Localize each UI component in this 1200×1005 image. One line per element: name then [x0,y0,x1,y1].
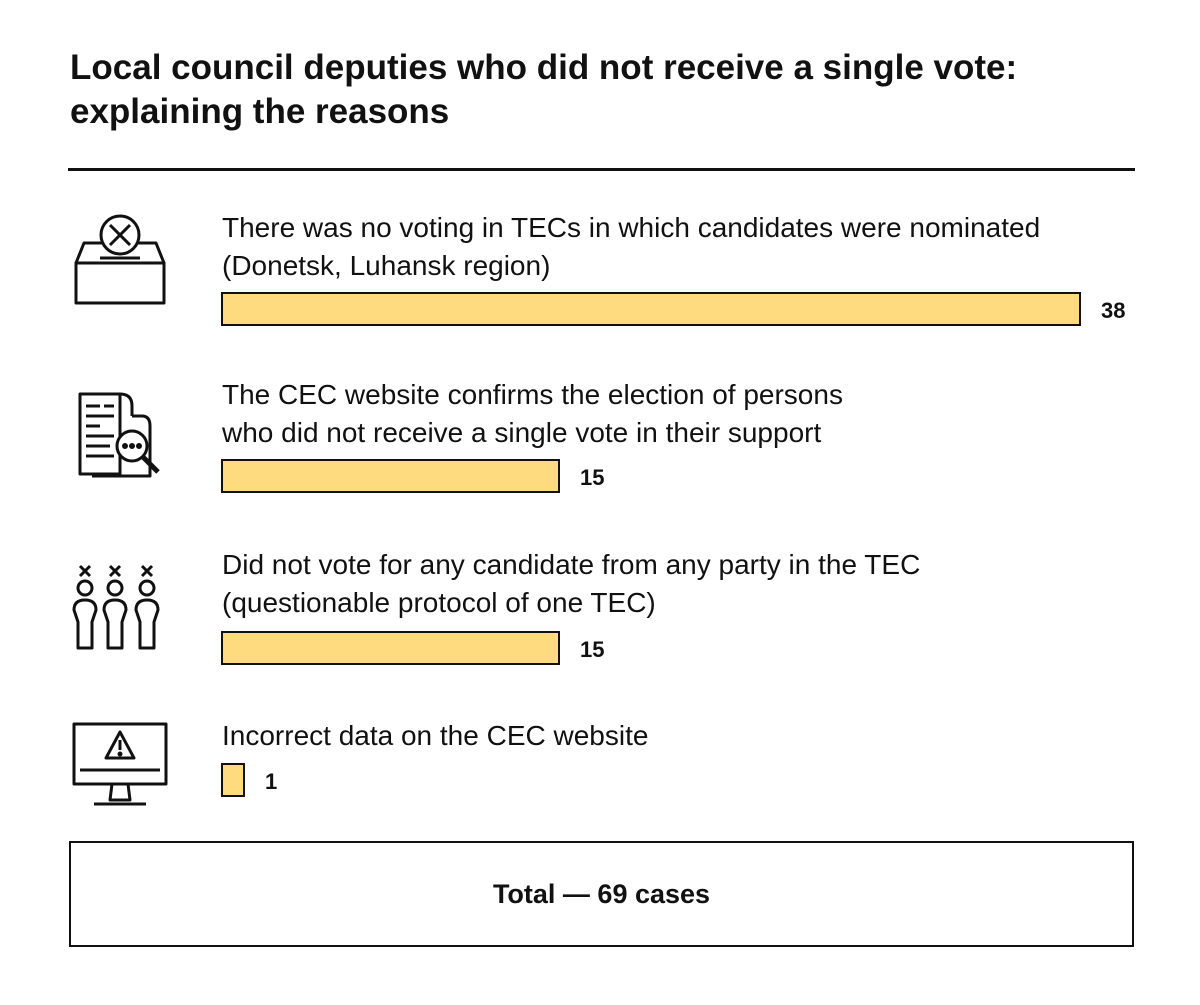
bar [221,292,1081,326]
category-label: Incorrect data on the CEC website [222,720,649,751]
data-label: 15 [580,637,605,662]
data-label: 1 [265,769,278,794]
monitor-warning-icon [70,718,170,818]
ballot-box-icon [70,213,170,313]
title-divider [68,168,1135,171]
chart-title: Local council deputies who did not recei… [70,48,1018,131]
data-label: 38 [1101,298,1126,323]
data-label: 15 [580,465,605,490]
total-label: Total — 69 cases [492,878,711,909]
category-label: There was no voting in TECs in which can… [222,212,1041,281]
bar [221,459,560,493]
voters-crossed-icon [70,560,170,660]
category-label: Did not vote for any candidate from any … [222,549,921,618]
document-search-icon [70,386,170,486]
bar [221,631,560,665]
category-label: The CEC website confirms the election of… [222,379,843,448]
total-box: Total — 69 cases [69,841,1134,947]
bar [221,763,245,797]
